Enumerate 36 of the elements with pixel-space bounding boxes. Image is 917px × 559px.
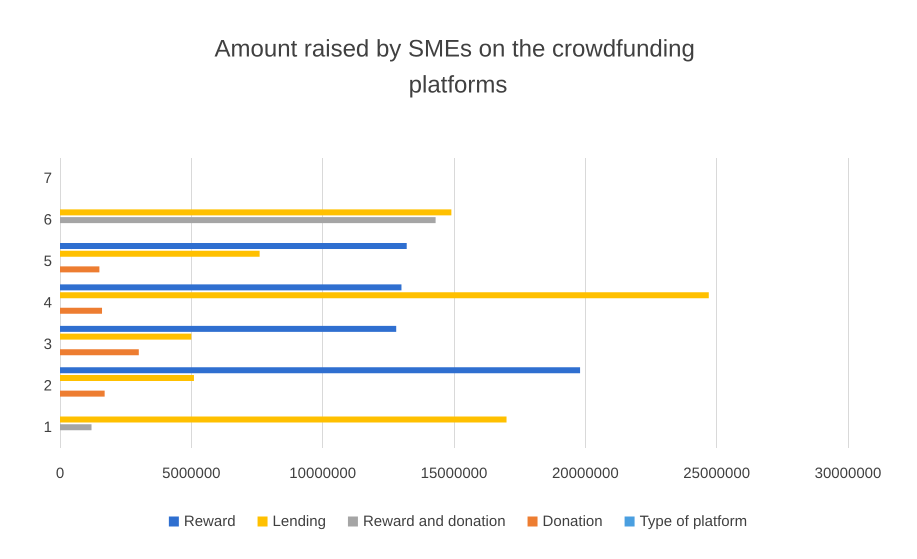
y-tick-label: 7 bbox=[44, 170, 52, 188]
bar bbox=[60, 284, 402, 290]
legend-label: Reward bbox=[184, 513, 236, 530]
bar bbox=[60, 326, 396, 332]
y-tick-label: 3 bbox=[44, 336, 52, 353]
legend-label: Type of platform bbox=[640, 513, 748, 530]
chart-title: Amount raised by SMEs on the crowdfunding platforms bbox=[214, 36, 702, 98]
y-tick-label: 4 bbox=[44, 294, 52, 312]
x-tick-label: 15000000 bbox=[420, 465, 488, 482]
x-tick-label: 30000000 bbox=[814, 465, 882, 482]
bar bbox=[60, 390, 105, 397]
bar bbox=[60, 242, 407, 249]
x-tick-label: 5000000 bbox=[162, 465, 221, 482]
legend-label: Lending bbox=[272, 513, 326, 530]
bar bbox=[60, 292, 709, 298]
x-tick-label: 20000000 bbox=[552, 465, 619, 482]
bar bbox=[60, 334, 192, 340]
y-tick-label: 5 bbox=[44, 253, 52, 270]
bar bbox=[60, 367, 580, 374]
bar bbox=[60, 349, 139, 356]
legend-label: Reward and donation bbox=[362, 513, 506, 530]
bar bbox=[60, 266, 100, 272]
bar bbox=[60, 308, 102, 314]
legend-label: Donation bbox=[542, 513, 603, 530]
y-tick-label: 1 bbox=[44, 418, 52, 436]
bar bbox=[60, 375, 194, 382]
x-tick-label: 10000000 bbox=[289, 465, 356, 482]
bar bbox=[60, 250, 260, 257]
y-tick-label: 2 bbox=[44, 377, 52, 394]
x-tick-label: 0 bbox=[56, 465, 64, 482]
bar bbox=[60, 217, 436, 224]
x-tick-label: 25000000 bbox=[683, 465, 750, 482]
bar bbox=[60, 209, 452, 216]
y-tick-label: 6 bbox=[44, 212, 52, 229]
bar bbox=[60, 424, 92, 430]
bar bbox=[60, 416, 507, 422]
